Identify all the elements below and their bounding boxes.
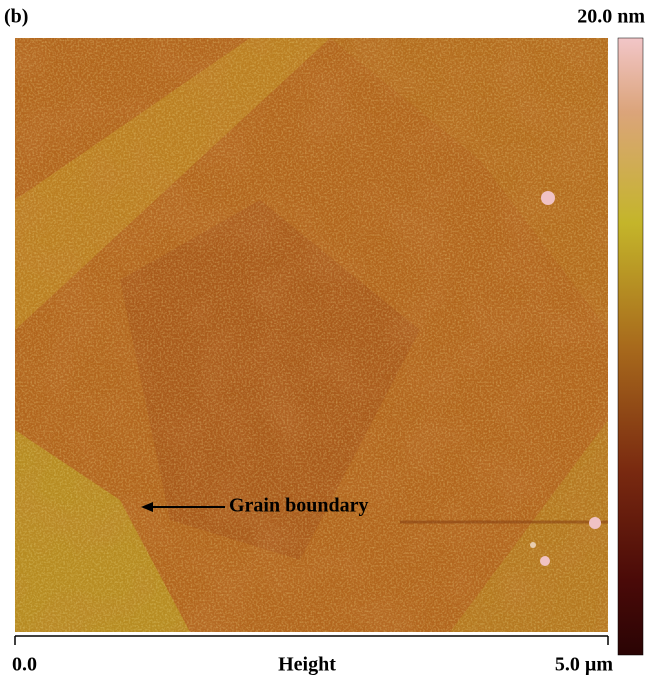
scale-max-label: 20.0 nm — [577, 6, 645, 28]
afm-image — [15, 38, 608, 632]
page: {"panel_label": "(b)", "scale_bar": {"ma… — [0, 0, 647, 681]
x-axis-title: Height — [278, 654, 336, 676]
panel-label: (b) — [4, 6, 28, 28]
afm-figure: Grain boundary (b) 20.0 nm 0.0 Height 5.… — [0, 0, 647, 681]
color-scale — [618, 38, 643, 655]
annotation: Grain boundary — [229, 495, 368, 517]
x-start-label: 0.0 — [12, 654, 37, 676]
x-end-label: 5.0 µm — [555, 654, 614, 676]
